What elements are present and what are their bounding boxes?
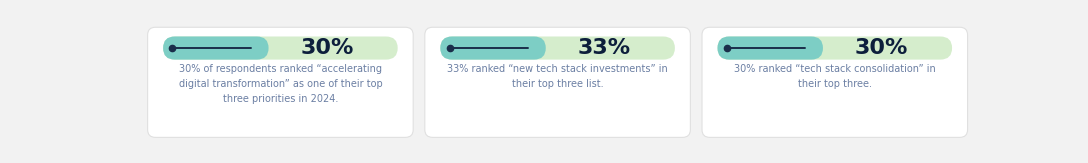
Text: 30% of respondents ranked “accelerating
digital transformation” as one of their : 30% of respondents ranked “accelerating … — [178, 64, 382, 104]
Text: 30%: 30% — [855, 38, 908, 58]
FancyBboxPatch shape — [717, 37, 823, 60]
FancyBboxPatch shape — [702, 27, 967, 137]
FancyBboxPatch shape — [148, 27, 413, 137]
Text: 33%: 33% — [578, 38, 631, 58]
Text: 30%: 30% — [300, 38, 354, 58]
FancyBboxPatch shape — [424, 27, 691, 137]
Text: 30% ranked “tech stack consolidation” in
their top three.: 30% ranked “tech stack consolidation” in… — [734, 64, 936, 89]
FancyBboxPatch shape — [163, 37, 398, 60]
Text: 33% ranked “new tech stack investments” in
their top three list.: 33% ranked “new tech stack investments” … — [447, 64, 668, 89]
FancyBboxPatch shape — [441, 37, 546, 60]
FancyBboxPatch shape — [717, 37, 952, 60]
FancyBboxPatch shape — [163, 37, 269, 60]
FancyBboxPatch shape — [441, 37, 675, 60]
